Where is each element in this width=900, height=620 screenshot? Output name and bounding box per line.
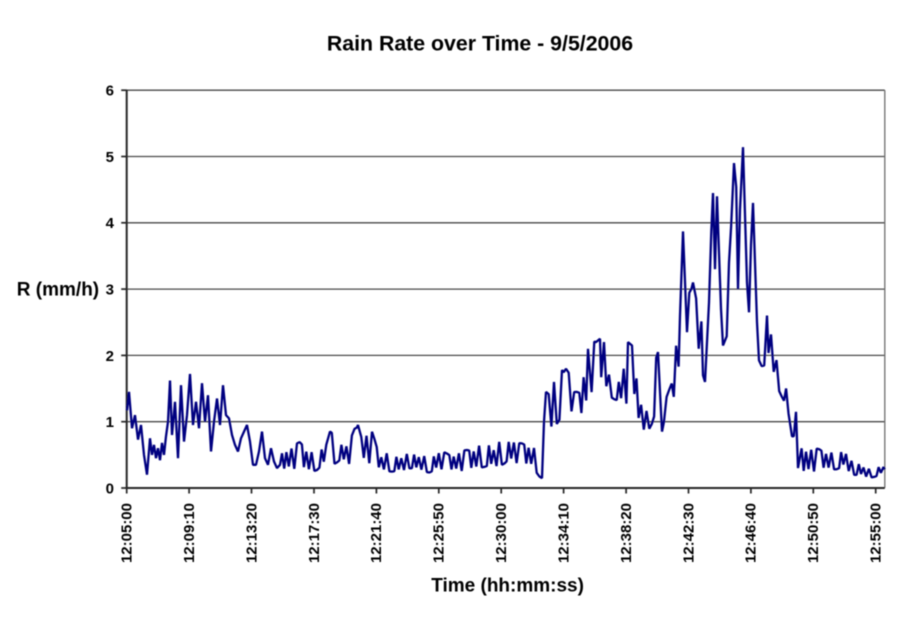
svg-text:12:13:20: 12:13:20: [243, 503, 260, 563]
svg-text:3: 3: [106, 282, 114, 299]
svg-text:12:09:10: 12:09:10: [181, 503, 198, 563]
svg-text:12:05:00: 12:05:00: [119, 503, 136, 563]
svg-text:1: 1: [106, 414, 114, 431]
svg-text:5: 5: [106, 149, 114, 166]
svg-text:12:21:40: 12:21:40: [368, 503, 385, 563]
svg-text:6: 6: [106, 83, 114, 100]
svg-text:Time (hh:mm:ss): Time (hh:mm:ss): [431, 576, 584, 597]
svg-text:4: 4: [106, 215, 115, 232]
svg-text:12:30:00: 12:30:00: [493, 503, 510, 563]
svg-text:12:25:50: 12:25:50: [431, 503, 448, 563]
svg-text:12:34:10: 12:34:10: [555, 503, 572, 563]
svg-text:12:38:20: 12:38:20: [618, 503, 635, 563]
svg-text:2: 2: [106, 348, 114, 365]
svg-text:Rain Rate over Time - 9/5/2006: Rain Rate over Time - 9/5/2006: [327, 31, 633, 55]
svg-text:0: 0: [106, 480, 114, 497]
svg-text:12:46:40: 12:46:40: [743, 503, 760, 563]
svg-text:R (mm/h): R (mm/h): [17, 279, 99, 300]
svg-text:12:50:50: 12:50:50: [805, 503, 822, 563]
svg-text:12:42:30: 12:42:30: [680, 503, 697, 563]
svg-text:12:55:00: 12:55:00: [868, 503, 885, 563]
svg-text:12:17:30: 12:17:30: [306, 503, 323, 563]
